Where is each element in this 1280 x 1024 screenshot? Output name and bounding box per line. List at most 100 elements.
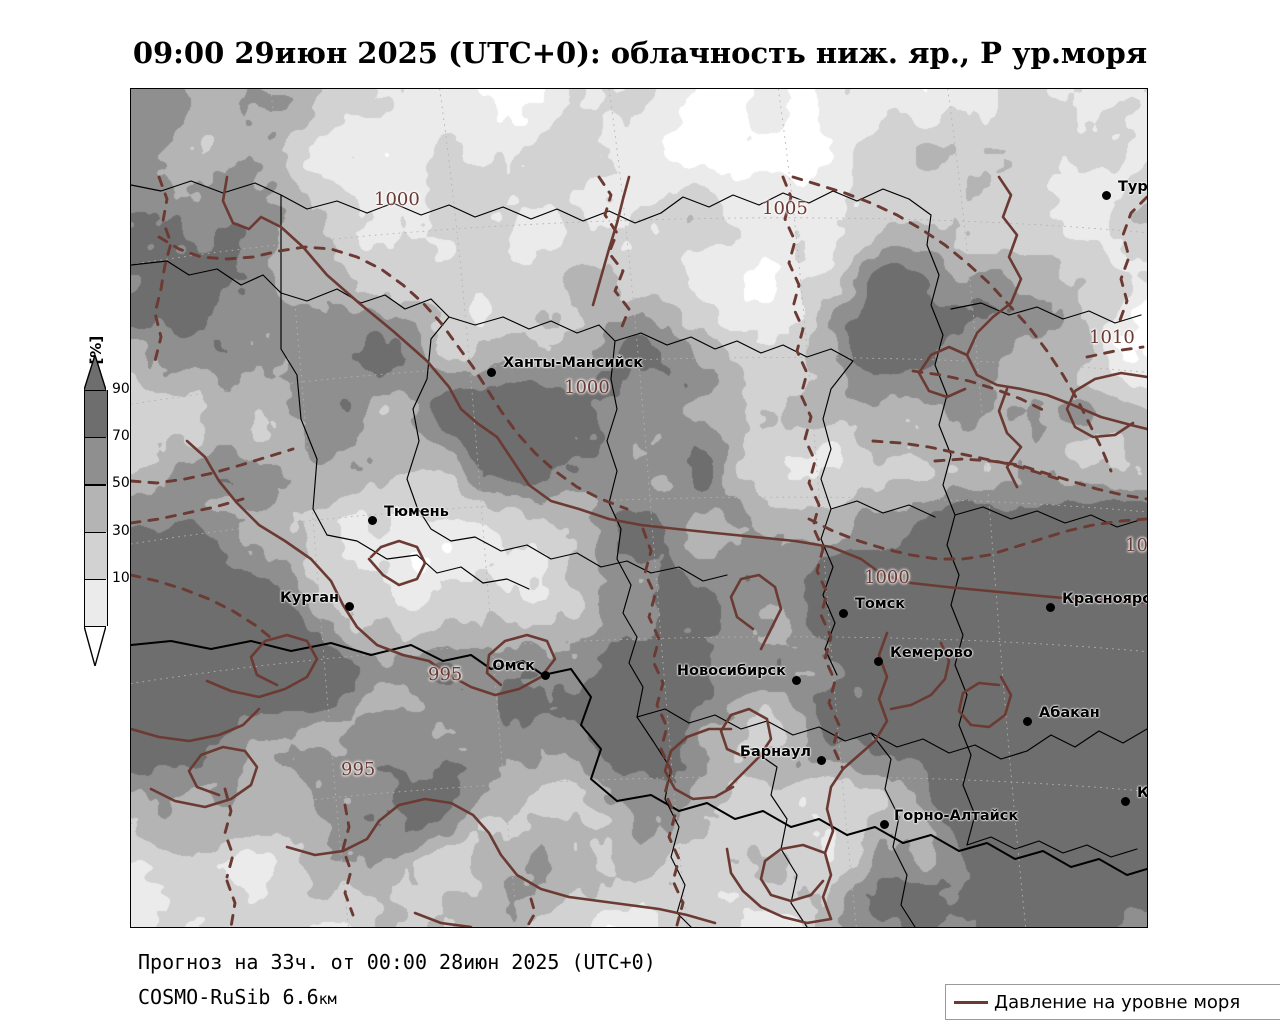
isobar-solid (997, 387, 1023, 489)
city-label: Омск (492, 658, 535, 674)
isobar-solid (729, 573, 783, 651)
region-border (830, 500, 936, 518)
colorbar-tick-line (84, 578, 106, 581)
isobar-solid (285, 819, 381, 857)
isobar-dashed (131, 447, 295, 485)
pressure-legend: Давление на уровне моря (945, 984, 1280, 1020)
colorbar-band (84, 531, 108, 579)
isobar-label: 995 (428, 664, 463, 685)
isobar-dashed (1117, 195, 1147, 325)
isobar-solid (759, 843, 827, 903)
city-marker-dot (1101, 190, 1111, 200)
colorbar-tick-line (84, 531, 106, 533)
isobar-dashed (225, 879, 237, 927)
city-marker-dot (873, 656, 883, 666)
region-border (614, 332, 854, 676)
isobar-solid (131, 707, 261, 743)
colorbar-tick-line (84, 484, 106, 486)
colorbar-tick-label-10: 10 (112, 569, 130, 586)
weather-map[interactable]: Тура Ханты-Мансийск Тюмень Курган Омск Томск Н… (130, 88, 1148, 928)
isobar-solid (663, 727, 735, 801)
country-border (570, 668, 1147, 876)
isobar-solid (725, 847, 833, 925)
colorbar-bottom-arrow-icon (84, 626, 106, 666)
isobar-solid (185, 439, 451, 677)
isobar-solid (367, 539, 427, 587)
colorbar-band (84, 390, 108, 438)
isobar-dashed (341, 803, 355, 917)
isobar-dashed (871, 439, 1067, 483)
city-label: Барнаул (739, 744, 811, 760)
city-marker-dot (838, 608, 848, 618)
isobar-label: 1010 (1089, 327, 1135, 348)
graticule-parallel (131, 217, 1147, 266)
colorbar-tick-label-30: 30 (112, 522, 130, 539)
graticule-parallel (131, 636, 1147, 685)
city-label: Новосибирск (676, 663, 786, 679)
isobar-solid (413, 911, 473, 927)
city-label: Красноярск (1062, 591, 1147, 607)
isobar-solid (377, 797, 717, 925)
city-label: Горно-Алтайск (894, 808, 1019, 824)
isobar-solid (917, 345, 969, 399)
city-label: Томск (855, 596, 906, 612)
city-label: Абакан (1039, 705, 1100, 721)
region-border (636, 708, 1028, 760)
isobar-label: 1005 (762, 198, 808, 219)
colorbar-gradient: 90 70 50 30 10 (84, 355, 130, 666)
isobar-solid (719, 707, 773, 791)
isobar-dashed (131, 497, 245, 525)
region-border (131, 260, 530, 590)
colorbar-band (84, 578, 108, 626)
region-border (870, 732, 916, 927)
graticule-parallel (131, 496, 1147, 545)
city-marker-dot (344, 601, 354, 611)
isobar-dashed (1085, 345, 1145, 359)
city-marker-dot (816, 755, 826, 765)
colorbar-top-arrow-icon (84, 356, 106, 390)
isobar-label: 1000 (564, 377, 610, 398)
region-border (652, 740, 692, 927)
graticule-meridian (269, 89, 349, 927)
region-border (448, 316, 654, 742)
isobar-label: 995 (341, 759, 376, 780)
region-border (750, 748, 808, 927)
isobar-solid (591, 175, 631, 307)
isobar-dashed (641, 527, 685, 927)
map-vector-overlay (131, 89, 1147, 927)
isobar-dashed (781, 175, 845, 771)
isobar-dashed (807, 517, 1147, 561)
colorbar-tick-line (84, 437, 106, 439)
model-unit: км (318, 990, 337, 1008)
pressure-legend-label: Давление на уровне моря (994, 991, 1241, 1013)
colorbar-tick-line (84, 626, 106, 628)
colorbar-tick-label-70: 70 (112, 428, 130, 445)
graticule-meridian (947, 89, 1027, 927)
region-border (131, 180, 282, 294)
city-label: Тюмень (384, 504, 449, 520)
isobar-dashed (157, 235, 629, 511)
city-label: Ханты-Мансийск (503, 355, 644, 371)
graticule-parallel (131, 357, 1147, 405)
colorbar-band (84, 484, 108, 532)
city-marker-dot (486, 367, 496, 377)
city-marker-dot (1022, 716, 1032, 726)
city-marker-dot (879, 819, 889, 829)
isobar-solid (1065, 371, 1147, 439)
colorbar-tick-label-50: 50 (112, 475, 130, 492)
page-title: 09:00 29июн 2025 (UTC+0): облачность ниж… (132, 36, 1148, 70)
colorbar-band (84, 437, 108, 485)
isobar-solid (607, 517, 1147, 605)
isobar-label: 1000 (374, 189, 420, 210)
colorbar-tick-label-90: 90 (112, 381, 130, 397)
isobar-solid (205, 633, 319, 699)
city-label: Курган (279, 590, 339, 606)
isobar-solid (821, 631, 889, 921)
city-label: Тура (1118, 179, 1148, 195)
city-marker-dot (1045, 602, 1055, 612)
isobar-dashed (223, 787, 235, 879)
graticule-meridian (439, 89, 519, 927)
isobar-solid (149, 745, 259, 809)
